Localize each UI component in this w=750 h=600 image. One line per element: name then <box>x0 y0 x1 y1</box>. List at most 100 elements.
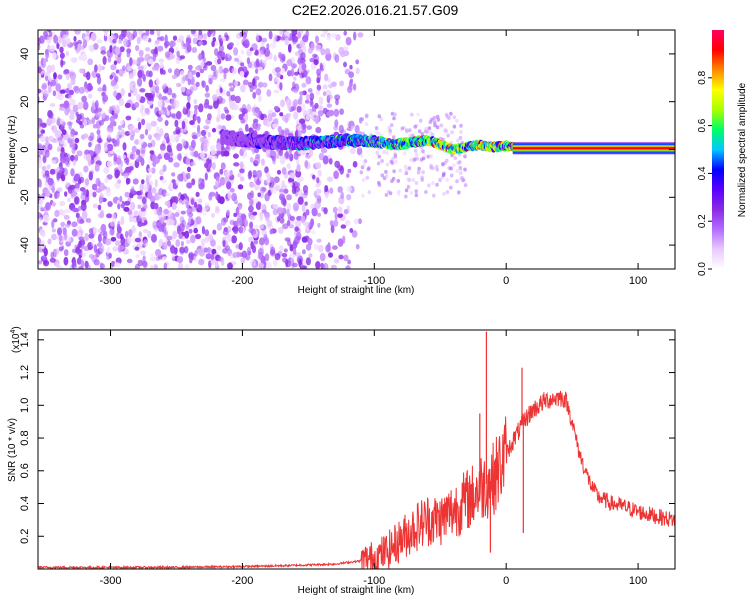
heatmap-cell <box>87 119 93 125</box>
heatmap-cell <box>409 157 413 162</box>
heatmap-cell <box>203 139 208 145</box>
heatmap-cell <box>61 129 67 136</box>
heatmap-cell <box>41 165 47 172</box>
heatmap-cell <box>82 189 87 196</box>
heatmap-cell <box>432 193 436 198</box>
heatmap-cell <box>411 178 416 183</box>
heatmap-cell <box>47 143 53 151</box>
heatmap-cell <box>257 81 264 88</box>
heatmap-cell <box>409 191 414 195</box>
heatmap-cell <box>128 229 133 238</box>
heatmap-cell <box>265 149 270 155</box>
heatmap-cell <box>249 214 256 221</box>
heatmap-cell <box>120 129 125 138</box>
heatmap-cell <box>184 230 190 239</box>
heatmap-cell <box>69 57 75 63</box>
heatmap-cell <box>159 127 164 137</box>
heatmap-cell <box>273 117 279 125</box>
heatmap-cell <box>175 179 180 186</box>
heatmap-cell <box>237 55 241 60</box>
heatmap-cell <box>430 132 435 137</box>
heatmap-cell <box>318 152 325 161</box>
heatmap-cell <box>299 118 306 124</box>
heatmap-cell <box>414 193 419 198</box>
heatmap-cell <box>367 166 371 171</box>
heatmap-cell <box>255 68 259 74</box>
heatmap-cell <box>384 193 389 197</box>
heatmap-cell <box>160 179 168 184</box>
heatmap-cell <box>323 207 328 215</box>
heatmap-cell <box>291 106 295 112</box>
heatmap-cell <box>312 174 316 180</box>
heatmap-cell <box>45 189 51 198</box>
heatmap-cell <box>264 237 270 246</box>
heatmap-cell <box>254 107 260 113</box>
heatmap-cell <box>296 178 302 183</box>
heatmap-cell <box>413 148 418 153</box>
heatmap-cell <box>257 66 264 71</box>
heatmap-cell <box>263 47 271 57</box>
heatmap-cell <box>305 209 310 216</box>
heatmap-cell <box>435 125 440 130</box>
heatmap-cell <box>337 213 344 219</box>
heatmap-cell <box>334 211 338 221</box>
heatmap-cell <box>304 99 310 104</box>
x-tick-label: -100 <box>363 275 385 287</box>
heatmap-cell <box>232 79 236 88</box>
heatmap-cell <box>349 228 354 233</box>
heatmap-cell <box>163 242 168 251</box>
heatmap-cell <box>304 160 309 169</box>
heatmap-cell <box>66 236 72 243</box>
heatmap-cell <box>316 77 321 84</box>
heatmap-cell <box>111 138 116 144</box>
heatmap-cell <box>219 38 223 47</box>
heatmap-cell <box>435 167 440 172</box>
heatmap-cell <box>223 150 230 157</box>
heatmap-cell <box>212 94 218 101</box>
heatmap-cell <box>187 93 191 103</box>
heatmap-cell <box>412 157 417 162</box>
heatmap-cell <box>339 165 345 175</box>
heatmap-cell <box>333 108 340 117</box>
heatmap-cell <box>107 56 112 63</box>
heatmap-cell <box>51 219 55 229</box>
heatmap-cell <box>114 169 120 179</box>
heatmap-cell <box>301 249 306 255</box>
heatmap-cell <box>176 129 180 135</box>
heatmap-cell <box>299 94 303 103</box>
heatmap-cell <box>193 98 198 105</box>
heatmap-cell <box>59 52 65 59</box>
colorbar-tick-label: 0.8 <box>697 70 708 84</box>
heatmap-cell <box>322 91 327 97</box>
heatmap-cell <box>118 39 123 44</box>
heatmap-cell <box>73 266 79 269</box>
heatmap-cell <box>455 118 459 123</box>
heatmap-cell <box>445 158 449 163</box>
heatmap-cell <box>148 70 153 78</box>
heatmap-cell <box>258 224 265 229</box>
heatmap-cell <box>338 124 344 134</box>
heatmap-cell <box>223 217 229 223</box>
heatmap-cell <box>126 258 133 264</box>
heatmap-cell <box>404 171 409 176</box>
heatmap-cell <box>301 124 306 130</box>
heatmap-cell <box>460 175 464 180</box>
heatmap-cell <box>255 125 261 131</box>
heatmap-cell <box>60 146 65 153</box>
heatmap-cell <box>108 107 113 114</box>
x-tick-label: 100 <box>629 575 647 587</box>
heatmap-cell <box>210 64 217 72</box>
heatmap-cell <box>100 66 105 71</box>
heatmap-cell <box>237 184 244 190</box>
heatmap-cell <box>199 68 204 74</box>
heatmap-cell <box>189 86 194 94</box>
heatmap-cell <box>144 129 149 136</box>
heatmap-cell <box>88 228 94 234</box>
heatmap-cell <box>49 45 56 52</box>
heatmap-cell <box>140 146 146 155</box>
heatmap-cell <box>110 64 117 71</box>
heatmap-cell <box>243 71 248 78</box>
heatmap-cell <box>163 262 167 269</box>
heatmap-cell <box>76 216 84 224</box>
heatmap-cell <box>286 194 292 201</box>
